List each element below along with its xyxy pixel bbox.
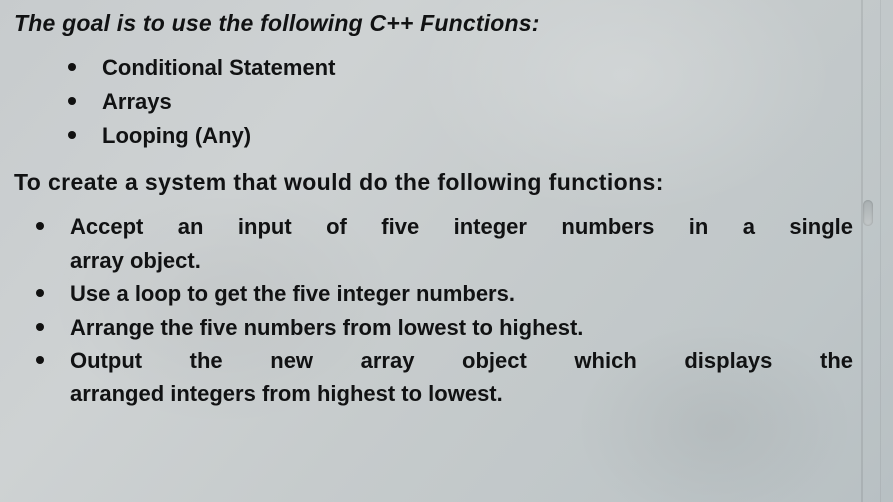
topic-item: Looping (Any)	[68, 119, 859, 153]
function-item: Accept an input of five integer numbers …	[36, 210, 859, 277]
topics-list: Conditional Statement Arrays Looping (An…	[14, 51, 859, 153]
goal-heading: The goal is to use the following C++ Fun…	[14, 10, 859, 37]
worksheet-page: The goal is to use the following C++ Fun…	[0, 0, 893, 411]
function-item: Use a loop to get the five integer numbe…	[36, 277, 859, 310]
topic-text: Conditional Statement	[102, 55, 335, 80]
function-text: Arrange the five numbers from lowest to …	[70, 315, 583, 340]
function-text: Output the new array object which displa…	[70, 344, 853, 377]
topic-item: Arrays	[68, 85, 859, 119]
topic-text: Arrays	[102, 89, 172, 114]
binder-hole-icon	[863, 200, 873, 226]
function-item: Arrange the five numbers from lowest to …	[36, 311, 859, 344]
topic-item: Conditional Statement	[68, 51, 859, 85]
function-text: array object.	[70, 244, 853, 277]
topic-text: Looping (Any)	[102, 123, 251, 148]
functions-heading: To create a system that would do the fol…	[14, 169, 859, 196]
function-text: Use a loop to get the five integer numbe…	[70, 281, 515, 306]
functions-list: Accept an input of five integer numbers …	[14, 210, 859, 411]
page-edge-line	[861, 0, 863, 502]
function-text: Accept an input of five integer numbers …	[70, 210, 853, 243]
function-item: Output the new array object which displa…	[36, 344, 859, 411]
page-edge-line	[880, 0, 881, 502]
function-text: arranged integers from highest to lowest…	[70, 377, 853, 410]
